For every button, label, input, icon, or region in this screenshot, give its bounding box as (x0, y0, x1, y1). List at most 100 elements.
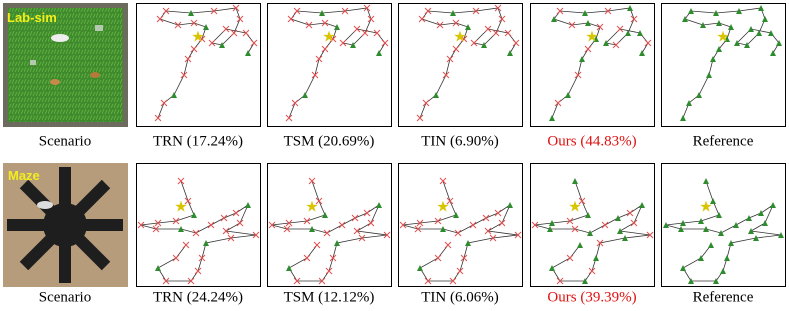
red-cross (442, 71, 450, 79)
red-cross (305, 21, 313, 29)
green-marker (622, 235, 628, 241)
red-cross (498, 15, 506, 23)
red-cross (187, 277, 195, 285)
red-cross (341, 7, 349, 15)
green-marker (579, 56, 585, 62)
trajectory-panel: ★ (398, 3, 523, 127)
red-cross (353, 227, 361, 235)
red-cross (180, 71, 188, 79)
green-marker (286, 265, 292, 271)
green-marker (680, 115, 686, 121)
green-marker (582, 278, 588, 284)
red-cross (182, 241, 190, 249)
red-cross (469, 221, 477, 229)
caption: TSM (20.69%) (284, 133, 375, 149)
red-cross (456, 267, 464, 275)
red-cross (436, 21, 444, 29)
red-cross (283, 225, 291, 233)
red-cross (482, 214, 490, 222)
red-cross (452, 45, 460, 53)
red-cross (303, 217, 311, 225)
red-cross (192, 229, 200, 237)
red-cross (230, 29, 238, 37)
red-cross (303, 254, 311, 262)
green-marker (433, 92, 439, 98)
green-marker (678, 226, 684, 232)
red-cross (460, 254, 468, 262)
red-cross (227, 234, 235, 242)
red-cross (242, 29, 250, 37)
panel-frame (267, 3, 392, 127)
green-marker (507, 202, 513, 208)
green-marker (551, 16, 557, 22)
green-marker (302, 92, 308, 98)
trajectory-panel: ★ (267, 163, 392, 287)
red-cross (137, 221, 145, 229)
red-cross (236, 219, 244, 227)
red-cross (329, 35, 337, 43)
green-marker (465, 240, 471, 246)
green-marker (708, 242, 714, 248)
panel-frame (136, 163, 261, 287)
green-marker (593, 36, 599, 42)
green-marker (688, 8, 694, 14)
red-cross (198, 35, 206, 43)
green-marker (696, 92, 702, 98)
caption: Ours (39.39%) (547, 289, 636, 305)
red-cross (285, 219, 293, 227)
red-cross (172, 254, 180, 262)
red-cross (531, 221, 539, 229)
red-cross (504, 29, 512, 37)
green-marker (245, 202, 251, 208)
red-cross (460, 35, 468, 43)
red-cross (489, 234, 497, 242)
trajectory-panel: ★ (136, 163, 261, 287)
green-marker (728, 24, 734, 30)
red-cross (293, 7, 301, 15)
green-marker (682, 16, 688, 22)
green-marker (507, 50, 513, 56)
green-marker (334, 240, 340, 246)
trajectory-panel: ★ (661, 163, 786, 287)
green-marker (710, 198, 716, 204)
red-cross (644, 39, 652, 47)
goal-star: ★ (436, 198, 449, 216)
red-cross (514, 231, 522, 239)
goal-star: ★ (716, 28, 729, 46)
red-cross (222, 25, 230, 33)
green-marker (565, 92, 571, 98)
red-cross (444, 241, 452, 249)
red-cross (287, 15, 295, 23)
red-cross (220, 214, 228, 222)
red-cross (596, 23, 604, 31)
red-cross (154, 114, 162, 122)
green-marker (309, 226, 315, 232)
red-cross (596, 239, 604, 247)
red-cross (498, 219, 506, 227)
caption: Ours (44.83%) (547, 133, 636, 149)
red-cross (470, 39, 478, 47)
red-cross (630, 15, 638, 23)
red-cross (434, 254, 442, 262)
panel-frame (398, 163, 523, 287)
green-marker (734, 40, 740, 46)
red-cross (323, 229, 331, 237)
red-cross (190, 19, 198, 27)
red-cross (250, 39, 258, 47)
green-marker (756, 30, 762, 36)
red-cross (285, 114, 293, 122)
trajectory-panel: ★ (398, 163, 523, 287)
red-cross (190, 45, 198, 53)
red-cross (424, 277, 432, 285)
red-cross (630, 219, 638, 227)
red-cross (571, 225, 579, 233)
red-cross (184, 197, 192, 205)
red-cross (484, 227, 492, 235)
green-marker (686, 100, 692, 106)
green-marker (698, 255, 704, 261)
green-marker (703, 178, 709, 184)
green-marker (639, 202, 645, 208)
red-cross (194, 267, 202, 275)
red-cross (604, 7, 612, 15)
green-marker (350, 42, 356, 48)
